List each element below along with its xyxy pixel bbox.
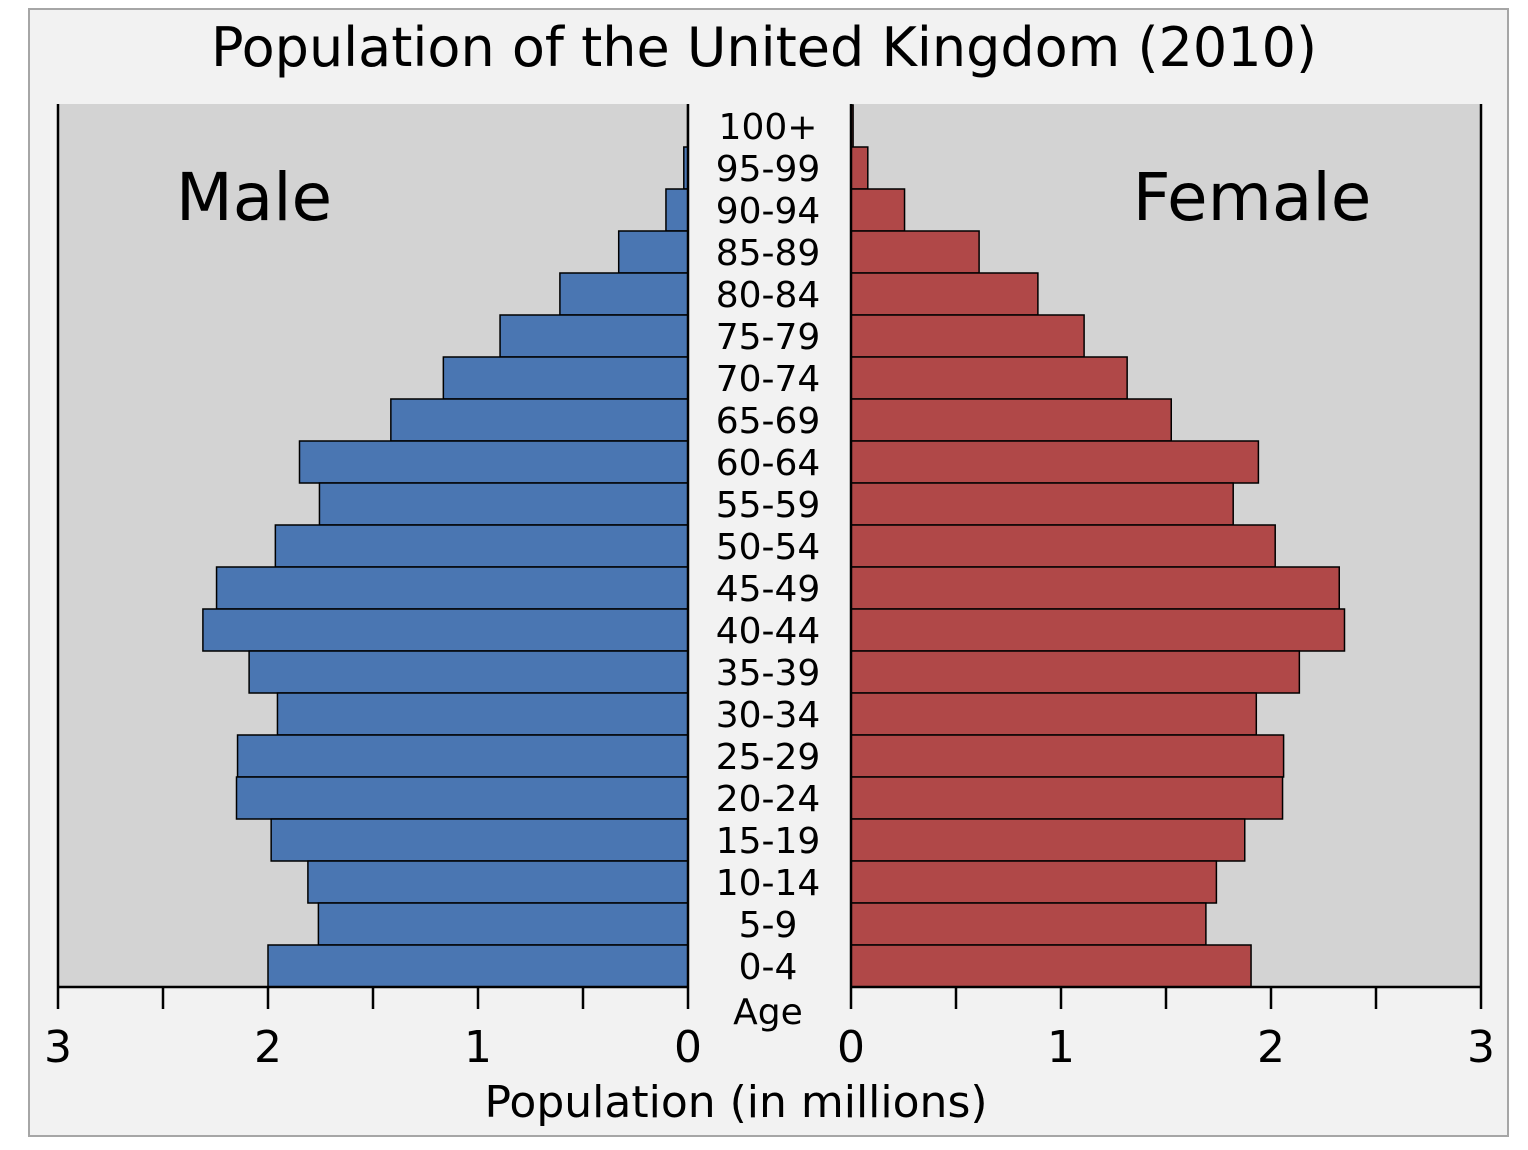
age-label-90-94: 90-94 <box>716 191 821 232</box>
bar-female-90-94 <box>851 189 905 231</box>
age-label-45-49: 45-49 <box>716 569 821 610</box>
bar-female-40-44 <box>851 609 1345 651</box>
female-series-label: Female <box>1133 159 1372 236</box>
bar-female-25-29 <box>851 735 1284 777</box>
age-label-35-39: 35-39 <box>716 653 821 694</box>
age-label-0-4: 0-4 <box>739 947 798 988</box>
bar-male-75-79 <box>500 315 688 357</box>
bar-male-25-29 <box>238 735 688 777</box>
age-label-75-79: 75-79 <box>716 317 821 358</box>
bar-male-50-54 <box>275 525 688 567</box>
age-axis-label: Age <box>733 992 803 1033</box>
bar-female-10-14 <box>851 861 1216 903</box>
female-x-tick-label: 0 <box>837 1022 865 1073</box>
bar-male-15-19 <box>271 819 688 861</box>
age-label-20-24: 20-24 <box>716 779 821 820</box>
bar-female-5-9 <box>851 903 1206 945</box>
bar-female-65-69 <box>851 399 1171 441</box>
bar-female-70-74 <box>851 357 1127 399</box>
bar-male-10-14 <box>308 861 688 903</box>
male-x-tick-label: 2 <box>254 1022 282 1073</box>
bar-male-80-84 <box>560 273 688 315</box>
bar-male-60-64 <box>300 441 689 483</box>
female-x-tick-label: 2 <box>1257 1022 1285 1073</box>
bar-male-40-44 <box>203 609 688 651</box>
age-label-40-44: 40-44 <box>716 611 821 652</box>
male-series-label: Male <box>176 159 332 236</box>
bar-male-90-94 <box>666 189 688 231</box>
bar-female-45-49 <box>851 567 1339 609</box>
age-label-25-29: 25-29 <box>716 737 821 778</box>
age-label-65-69: 65-69 <box>716 401 821 442</box>
bar-male-20-24 <box>237 777 689 819</box>
male-x-tick-label: 3 <box>44 1022 72 1073</box>
age-label-15-19: 15-19 <box>716 821 821 862</box>
age-group-labels: 100+95-9990-9485-8980-8475-7970-7465-696… <box>716 107 821 988</box>
age-label-70-74: 70-74 <box>716 359 821 400</box>
age-label-55-59: 55-59 <box>716 485 821 526</box>
age-label-100+: 100+ <box>719 107 818 148</box>
age-label-85-89: 85-89 <box>716 233 821 274</box>
age-label-30-34: 30-34 <box>716 695 821 736</box>
bar-female-30-34 <box>851 693 1256 735</box>
bar-female-85-89 <box>851 231 979 273</box>
bar-female-35-39 <box>851 651 1299 693</box>
bar-male-70-74 <box>443 357 688 399</box>
bar-male-30-34 <box>277 693 688 735</box>
bar-female-50-54 <box>851 525 1275 567</box>
bar-male-65-69 <box>391 399 688 441</box>
age-label-60-64: 60-64 <box>716 443 821 484</box>
age-label-50-54: 50-54 <box>716 527 821 568</box>
chart-title: Population of the United Kingdom (2010) <box>211 16 1317 79</box>
age-label-10-14: 10-14 <box>716 863 821 904</box>
age-label-95-99: 95-99 <box>716 149 821 190</box>
bar-female-95-99 <box>851 147 868 189</box>
bar-male-55-59 <box>319 483 688 525</box>
female-x-tick-label: 1 <box>1047 1022 1075 1073</box>
age-label-80-84: 80-84 <box>716 275 821 316</box>
bar-male-45-49 <box>217 567 688 609</box>
bar-male-5-9 <box>318 903 688 945</box>
bar-male-85-89 <box>619 231 688 273</box>
bar-female-15-19 <box>851 819 1245 861</box>
x-axis-label: Population (in millions) <box>484 1077 987 1128</box>
bar-female-55-59 <box>851 483 1233 525</box>
bar-male-0-4 <box>268 945 688 987</box>
bar-female-80-84 <box>851 273 1038 315</box>
bar-female-0-4 <box>851 945 1251 987</box>
bar-female-60-64 <box>851 441 1258 483</box>
bar-female-20-24 <box>851 777 1283 819</box>
bar-female-75-79 <box>851 315 1084 357</box>
bar-male-35-39 <box>249 651 688 693</box>
female-x-tick-label: 3 <box>1467 1022 1495 1073</box>
male-x-tick-label: 0 <box>674 1022 702 1073</box>
age-label-5-9: 5-9 <box>739 905 798 946</box>
male-x-tick-label: 1 <box>464 1022 492 1073</box>
